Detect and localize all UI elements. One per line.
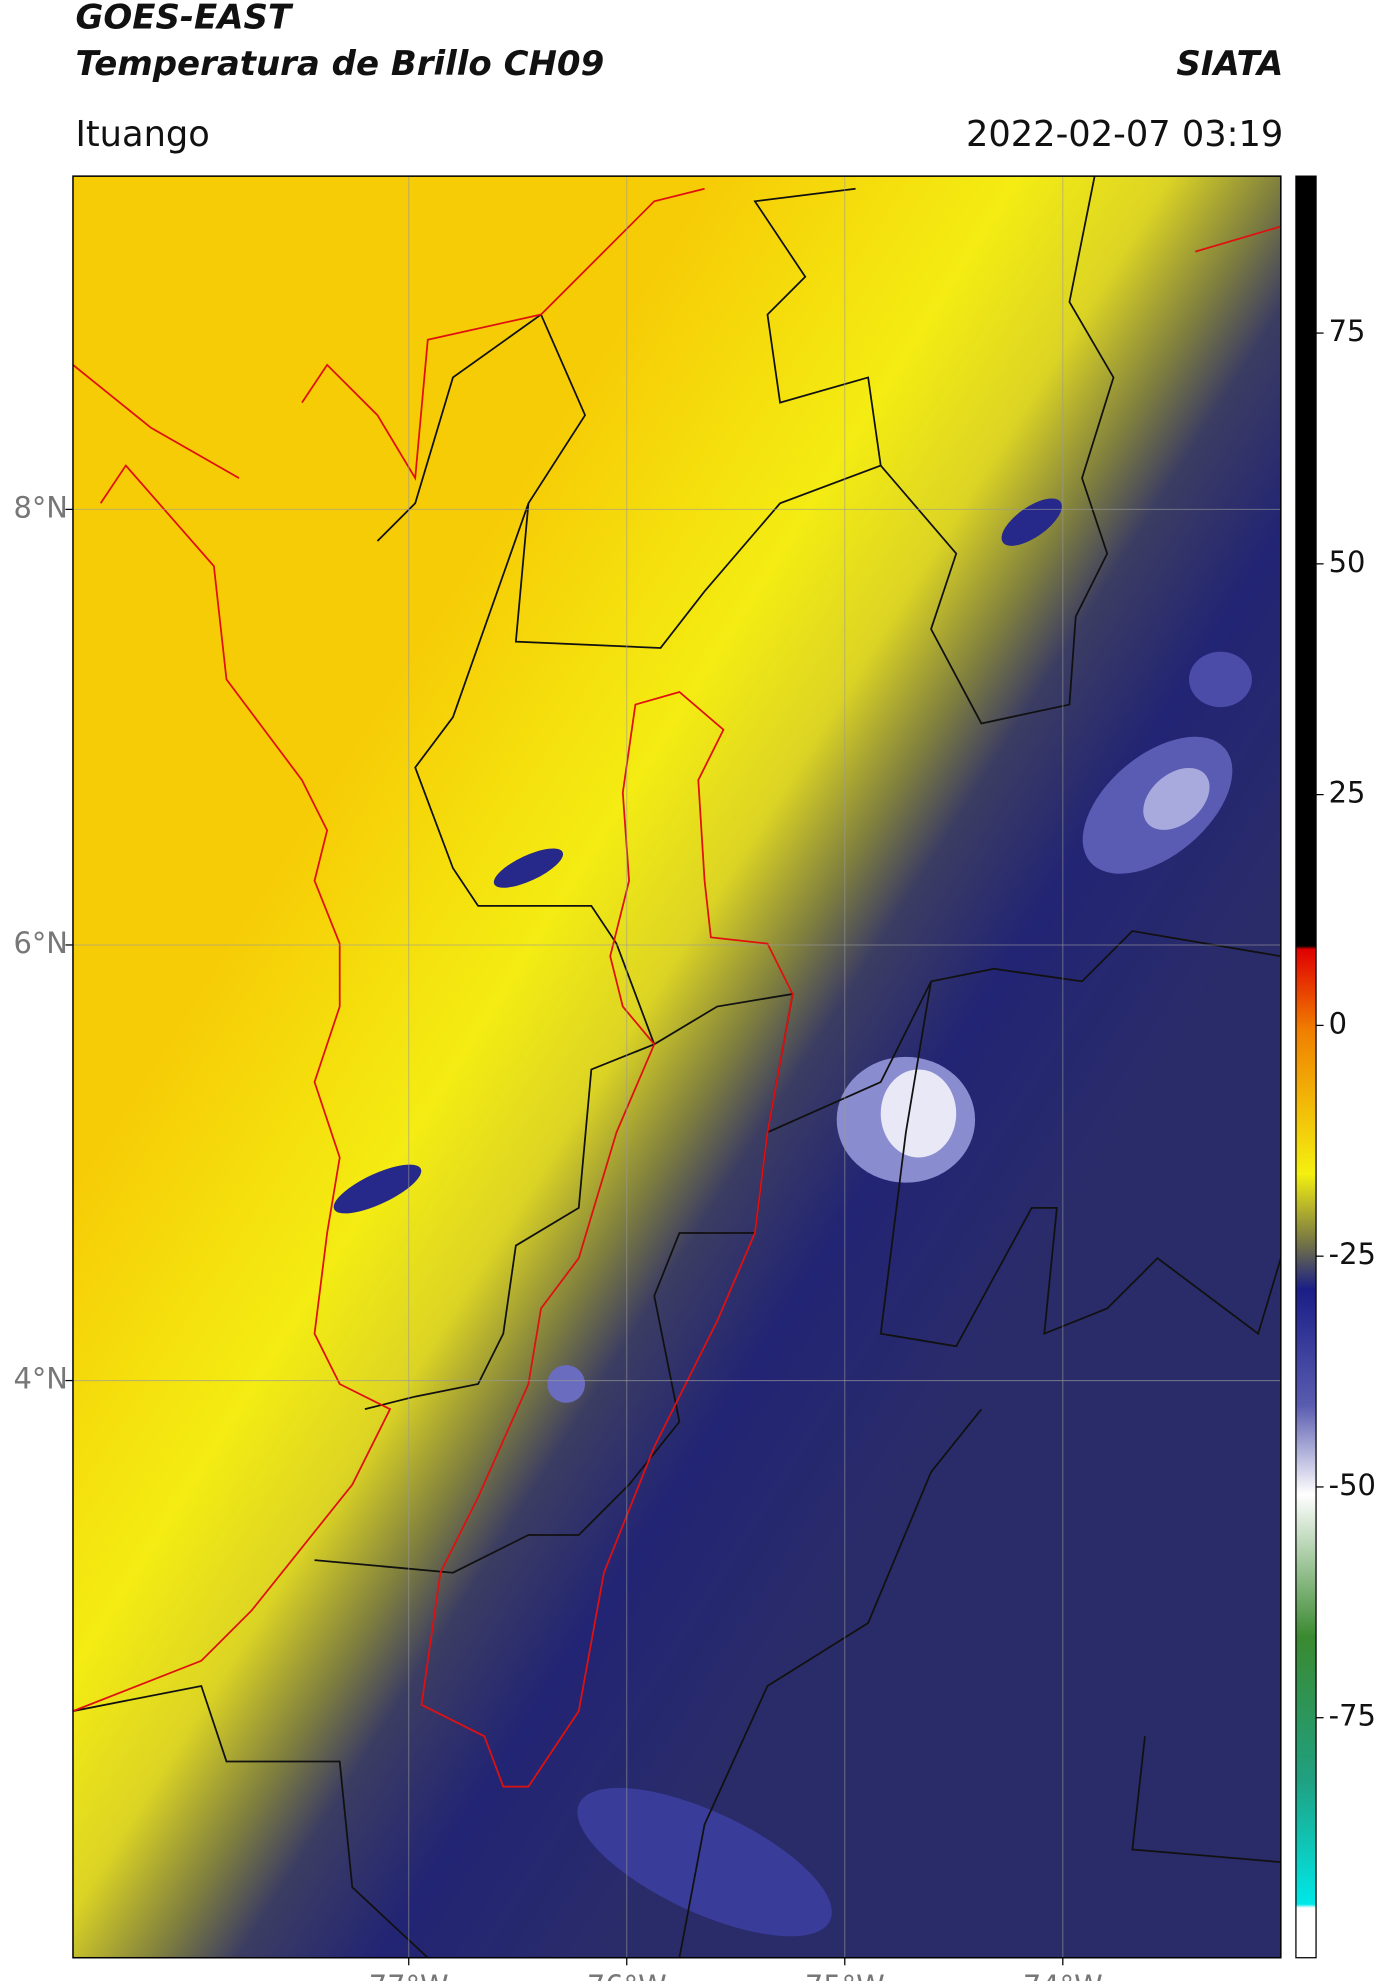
colorbar-tick-label: -50 bbox=[1329, 1468, 1376, 1502]
x-tick-label: 76°W bbox=[587, 1969, 667, 1981]
colorbar-tick-label: 50 bbox=[1329, 545, 1366, 579]
cloud bbox=[547, 1365, 586, 1403]
cloud bbox=[1143, 767, 1210, 830]
gridlines bbox=[72, 176, 1281, 1958]
imagery bbox=[72, 176, 1281, 1958]
coastline bbox=[72, 364, 392, 1712]
datetime: 2022-02-07 03:19 bbox=[966, 114, 1283, 155]
y-tick-label: 8°N bbox=[13, 490, 68, 524]
boundary bbox=[72, 1684, 429, 1958]
boundary bbox=[753, 187, 882, 466]
basin-outline bbox=[420, 691, 794, 1788]
map bbox=[72, 176, 1281, 1958]
cloud bbox=[493, 848, 564, 888]
cloud bbox=[880, 1069, 957, 1158]
boundary bbox=[364, 1043, 655, 1411]
colorbar-tick-label: -25 bbox=[1329, 1237, 1376, 1271]
source: SIATA bbox=[1176, 44, 1283, 84]
colorbar-tick-label: 25 bbox=[1329, 776, 1366, 810]
x-tick-label: 77°W bbox=[369, 1969, 449, 1981]
boundary bbox=[414, 502, 1281, 1134]
cloud bbox=[333, 1164, 422, 1214]
x-tick-label: 74°W bbox=[1023, 1969, 1103, 1981]
title: GOES-EAST bbox=[75, 0, 293, 37]
cloud bbox=[577, 1787, 832, 1937]
boundary bbox=[314, 1132, 769, 1574]
y-tick-label: 6°N bbox=[13, 926, 68, 960]
boundary bbox=[1131, 1736, 1281, 1863]
y-tick-label: 4°N bbox=[13, 1362, 68, 1396]
cloud bbox=[1188, 651, 1252, 708]
colorbar-tick-label: -75 bbox=[1329, 1699, 1376, 1733]
map-frame bbox=[72, 175, 1282, 1959]
colorbar-tick-label: 0 bbox=[1329, 1006, 1347, 1040]
location: Ituango bbox=[75, 114, 209, 155]
coastline bbox=[301, 187, 1281, 481]
subtitle: Temperatura de Brillo CH09 bbox=[75, 44, 604, 84]
cloud bbox=[1001, 498, 1062, 546]
boundary bbox=[879, 981, 1281, 1348]
boundary bbox=[678, 1408, 983, 1958]
colorbar-tick-label: 75 bbox=[1329, 314, 1366, 348]
colorbar bbox=[1295, 175, 1317, 1959]
x-tick-label: 75°W bbox=[805, 1969, 885, 1981]
